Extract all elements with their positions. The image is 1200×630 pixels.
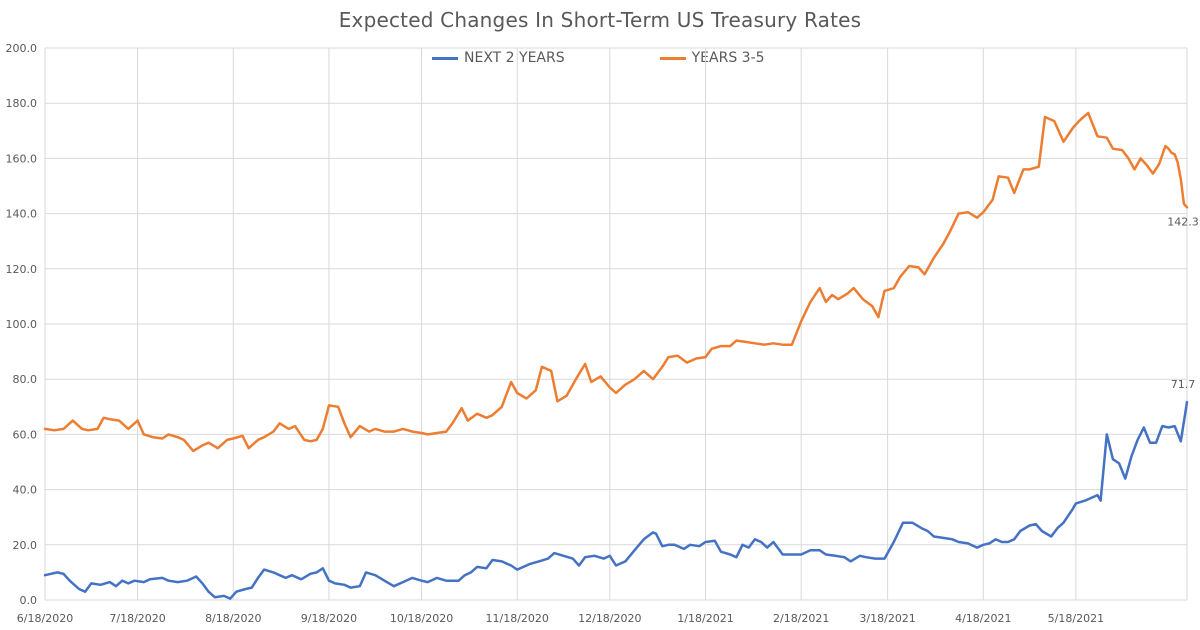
end-value-label: 142.3: [1167, 215, 1199, 228]
x-tick-label: 7/18/2020: [109, 612, 165, 625]
x-tick-label: 12/18/2020: [578, 612, 641, 625]
x-tick-label: 2/18/2021: [773, 612, 829, 625]
x-tick-label: 10/18/2020: [390, 612, 453, 625]
y-tick-label: 140.0: [6, 208, 38, 221]
y-tick-label: 80.0: [13, 373, 38, 386]
y-tick-label: 100.0: [6, 318, 38, 331]
x-tick-label: 5/18/2021: [1048, 612, 1104, 625]
end-value-label: 71.7: [1171, 378, 1196, 391]
y-axis-ticks: 0.0 20.0 40.0 60.0 80.0 100.0 120.0 140.0 160.0 1…: [6, 42, 38, 607]
y-tick-label: 0.0: [20, 594, 38, 607]
x-tick-label: 11/18/2020: [486, 612, 549, 625]
x-tick-label: 6/18/2020: [17, 612, 73, 625]
chart-title: Expected Changes In Short-Term US Treasu…: [338, 8, 862, 32]
y-tick-label: 160.0: [6, 152, 38, 165]
y-tick-label: 200.0: [6, 42, 38, 55]
y-tick-label: 60.0: [13, 428, 38, 441]
x-gridlines: [44, 48, 1188, 600]
legend-label-years-3-5: YEARS 3-5: [691, 50, 765, 66]
x-axis-ticks: 6/18/2020 7/18/2020 8/18/2020 9/18/2020 10/1…: [17, 612, 1104, 625]
series-line-years-3-5: [43, 111, 1189, 453]
y-tick-label: 20.0: [13, 539, 38, 552]
series-lines: [43, 111, 1189, 600]
chart-legend: NEXT 2 YEARS YEARS 3-5: [432, 48, 860, 68]
series-line-next-2-years: [43, 400, 1189, 600]
legend-swatch-next-2-years: [432, 56, 458, 60]
x-tick-label: 4/18/2021: [955, 612, 1011, 625]
y-gridlines: [45, 47, 1187, 601]
x-tick-label: 3/18/2021: [859, 612, 915, 625]
y-tick-label: 120.0: [6, 263, 38, 276]
x-tick-label: 9/18/2020: [301, 612, 357, 625]
y-tick-label: 180.0: [6, 97, 38, 110]
legend-swatch-years-3-5: [659, 56, 686, 60]
end-labels: 71.7 142.3: [1167, 215, 1199, 391]
legend-item-next-2-years: NEXT 2 YEARS: [432, 50, 565, 66]
y-tick-label: 40.0: [13, 484, 38, 497]
x-tick-label: 8/18/2020: [205, 612, 261, 625]
legend-item-years-3-5: YEARS 3-5: [659, 50, 765, 66]
x-tick-label: 1/18/2021: [677, 612, 733, 625]
legend-label-next-2-years: NEXT 2 YEARS: [464, 50, 565, 66]
